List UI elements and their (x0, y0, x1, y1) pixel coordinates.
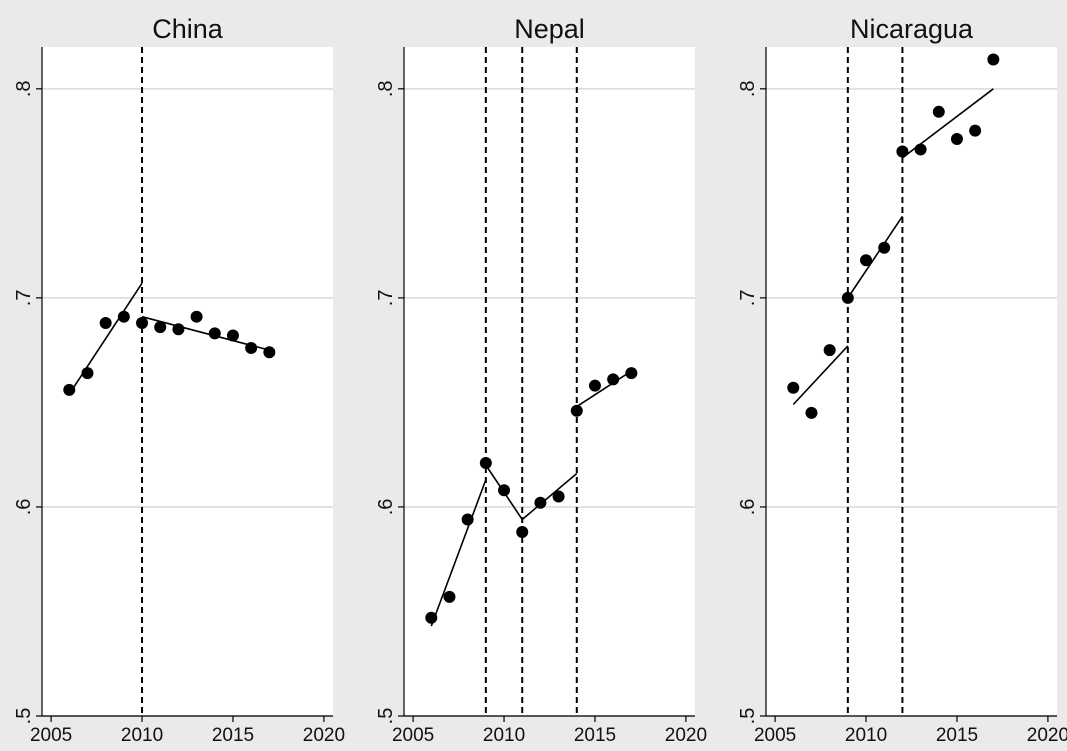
data-point (607, 373, 620, 386)
fit-line (847, 215, 904, 299)
data-point (625, 367, 638, 380)
x-tick-label: 2010 (121, 725, 163, 746)
x-tick-label: 2015 (212, 725, 254, 746)
data-point (932, 105, 945, 118)
data-point (99, 316, 112, 329)
fit-line (576, 370, 632, 408)
panel-title: Nicaragua (850, 14, 974, 44)
y-tick-label: .6 (737, 499, 759, 516)
data-point (479, 457, 492, 470)
y-tick-label: .8 (375, 80, 397, 97)
fit-line (430, 479, 487, 627)
fit-line (521, 472, 578, 521)
y-tick-label: .8 (13, 80, 35, 97)
data-point (117, 310, 130, 323)
x-tick-label: 2015 (936, 725, 978, 746)
data-point (823, 344, 836, 357)
y-tick-label: .5 (375, 708, 397, 725)
data-point (860, 254, 873, 267)
data-point (969, 124, 982, 137)
data-point (950, 132, 963, 145)
plot-area (42, 47, 333, 716)
x-tick-label: 2005 (754, 725, 796, 746)
x-tick-label: 2010 (845, 725, 887, 746)
data-point (588, 379, 601, 392)
x-tick-label: 2005 (30, 725, 72, 746)
data-point (570, 404, 583, 417)
data-point (896, 145, 909, 158)
data-point (987, 53, 1000, 66)
x-tick-label: 2010 (483, 725, 525, 746)
data-point (461, 513, 474, 526)
data-point (841, 291, 854, 304)
y-tick-label: .7 (375, 290, 397, 307)
y-tick-label: .5 (737, 708, 759, 725)
fit-line (792, 345, 849, 406)
y-tick-label: .6 (375, 499, 397, 516)
data-point (878, 241, 891, 254)
fit-line (68, 282, 143, 395)
x-tick-label: 2015 (574, 725, 616, 746)
panel-china: China .5 .6 .7 .8 2005 2010 2015 2020 (13, 14, 345, 746)
data-point (516, 526, 529, 539)
x-tick-label: 2020 (665, 725, 707, 746)
data-point (136, 316, 149, 329)
data-point (498, 484, 511, 497)
panel-title: China (152, 14, 224, 44)
data-point (81, 367, 94, 380)
data-point (263, 346, 276, 359)
data-point (443, 590, 456, 603)
data-point (787, 381, 800, 394)
y-tick-label: .8 (737, 80, 759, 97)
panel-nepal: Nepal .5 .6 .7 .8 2005 2010 2015 2020 (375, 14, 707, 746)
y-tick-label: .5 (13, 708, 35, 725)
y-tick-label: .7 (737, 290, 759, 307)
panel-title: Nepal (514, 14, 585, 44)
y-tick-label: .6 (13, 499, 35, 516)
panel-nicaragua: Nicaragua .5 .6 .7 .8 2005 2010 2015 2020 (737, 14, 1067, 746)
data-point (208, 327, 221, 340)
data-point (190, 310, 203, 323)
data-point (172, 323, 185, 336)
data-point (552, 490, 565, 503)
y-tick-label: .7 (13, 290, 35, 307)
x-tick-label: 2005 (392, 725, 434, 746)
plot-area (766, 47, 1057, 716)
x-tick-label: 2020 (303, 725, 345, 746)
data-point (914, 143, 927, 156)
data-point (63, 383, 76, 396)
data-point (154, 321, 167, 334)
data-point (425, 611, 438, 624)
data-point (805, 406, 818, 419)
x-tick-label: 2020 (1027, 725, 1067, 746)
data-point (534, 496, 547, 509)
data-point (226, 329, 239, 342)
plot-area (404, 47, 695, 716)
data-point (245, 342, 258, 355)
